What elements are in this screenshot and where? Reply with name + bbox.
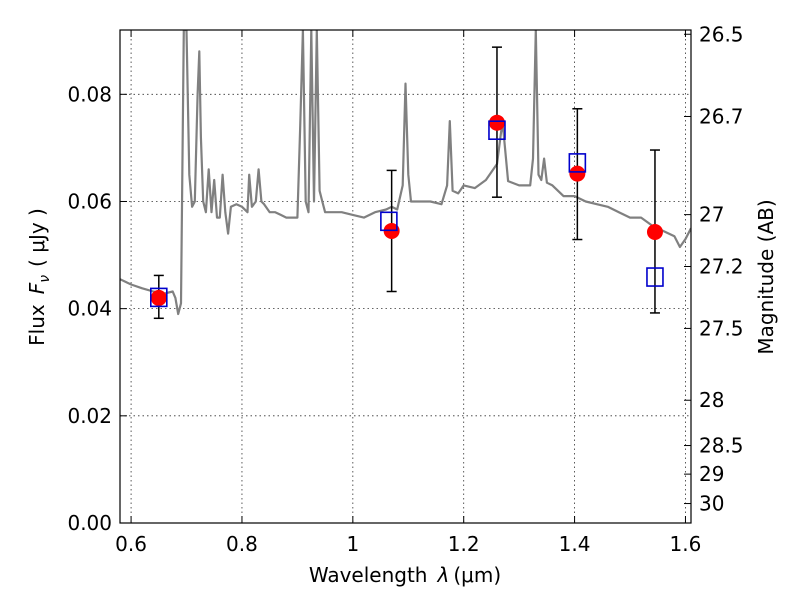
model-squares [150, 120, 664, 308]
right-tick-label: 26.7 [699, 104, 744, 128]
right-tick-label: 27 [699, 203, 724, 227]
x-tick-label: 0.6 [115, 532, 147, 556]
right-tick-label: 26.5 [699, 22, 744, 46]
observed-point [569, 165, 586, 182]
right-tick-label: 29 [699, 462, 724, 486]
spectrum-line [120, 30, 691, 316]
x-tick-label: 0.8 [226, 532, 258, 556]
observed-points [150, 114, 663, 306]
x-tick-label: 1 [346, 532, 359, 556]
right-tick-label: 27.2 [699, 255, 744, 279]
model-square [380, 211, 398, 232]
y-axis-ticks: 0.00 0.02 0.04 0.06 0.08 [67, 82, 127, 535]
observed-point [150, 289, 167, 306]
right-tick-label: 27.5 [699, 316, 744, 340]
x-axis-label: Wavelength λ (μm) [309, 563, 501, 587]
x-axis-ticks: 0.6 0.8 1 1.2 1.4 1.6 [115, 30, 701, 556]
right-tick-label: 30 [699, 492, 724, 516]
y-tick-label: 0.06 [67, 189, 112, 213]
right-tick-label: 28.5 [699, 434, 744, 458]
model-spectrum [120, 30, 691, 316]
x-tick-label: 1.2 [448, 532, 480, 556]
x-tick-label: 1.6 [670, 532, 702, 556]
right-axis-label: Magnitude (AB) [754, 199, 778, 354]
plot-frame [119, 29, 692, 524]
y-tick-label: 0.00 [67, 511, 112, 535]
model-square [568, 153, 587, 173]
y-tick-label: 0.04 [67, 297, 112, 321]
y-tick-label: 0.02 [67, 404, 112, 428]
x-tick-label: 1.4 [559, 532, 591, 556]
observed-point [646, 224, 663, 241]
right-axis-ticks: 26.5 26.7 27 27.2 27.5 28 28.5 29 30 [684, 22, 744, 516]
model-square [150, 287, 168, 308]
y-axis-label: FluxFν( μJy ) [25, 208, 53, 346]
y-tick-label: 0.08 [67, 82, 112, 106]
model-square [646, 267, 664, 287]
right-tick-label: 28 [699, 388, 724, 412]
observed-point [488, 114, 505, 131]
model-square [488, 120, 506, 141]
error-bars [153, 46, 660, 320]
